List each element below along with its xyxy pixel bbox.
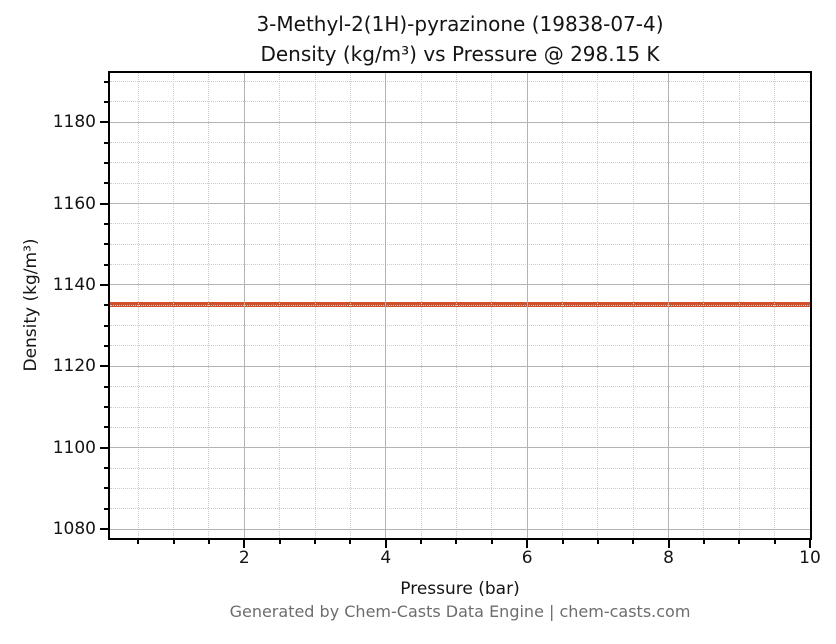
y-axis-label: Density (kg/m³) (21, 238, 41, 372)
y-minor-gridline (110, 142, 810, 144)
x-minor-tick (172, 540, 175, 544)
x-tick-label: 8 (663, 548, 674, 568)
x-minor-tick (207, 540, 210, 544)
y-minor-tick (104, 344, 108, 347)
x-major-gridline (243, 73, 245, 538)
y-minor-gridline (110, 487, 810, 489)
x-tick-label: 2 (238, 548, 250, 568)
x-minor-tick (561, 540, 564, 544)
y-minor-tick (104, 406, 108, 408)
y-minor-tick (104, 161, 108, 164)
plot-area (110, 73, 810, 538)
x-major-gridline (668, 73, 670, 538)
x-minor-tick (738, 540, 741, 544)
y-minor-gridline (110, 386, 810, 388)
y-minor-gridline (110, 508, 810, 510)
y-major-tick (100, 446, 108, 449)
y-minor-tick (104, 100, 108, 103)
x-major-gridline (385, 73, 387, 538)
y-minor-tick (104, 467, 108, 470)
y-minor-tick (104, 304, 108, 307)
x-tick-label: 10 (799, 548, 821, 568)
x-minor-tick (137, 540, 140, 544)
x-tick-label: 6 (521, 548, 533, 568)
x-minor-tick (278, 540, 281, 544)
y-tick-label: 1140 (52, 274, 96, 295)
y-major-tick (100, 528, 108, 531)
y-major-gridline (110, 528, 810, 530)
y-minor-gridline (110, 406, 810, 408)
x-major-tick (526, 540, 529, 548)
y-major-tick (100, 365, 108, 368)
y-major-gridline (110, 447, 810, 449)
y-major-gridline (110, 203, 810, 205)
x-major-gridline (526, 73, 528, 538)
y-minor-tick (104, 222, 108, 225)
y-minor-gridline (110, 223, 810, 225)
x-minor-tick (314, 540, 317, 544)
x-minor-tick (420, 540, 423, 544)
y-minor-tick (104, 324, 108, 327)
y-minor-gridline (110, 325, 810, 327)
y-minor-tick (104, 426, 108, 429)
y-minor-gridline (110, 264, 810, 266)
y-minor-gridline (110, 345, 810, 347)
x-axis-label: Pressure (bar) (400, 579, 520, 599)
y-tick-label: 1180 (52, 112, 96, 133)
x-minor-tick (490, 540, 493, 544)
chart-title-line1: 3-Methyl-2(1H)-pyrazinone (19838-07-4) (256, 12, 664, 36)
y-major-tick (100, 202, 108, 205)
x-minor-tick (632, 540, 635, 544)
y-minor-gridline (110, 426, 810, 428)
y-minor-tick (104, 507, 108, 510)
chart-title: 3-Methyl-2(1H)-pyrazinone (19838-07-4) D… (110, 9, 810, 69)
y-minor-gridline (110, 162, 810, 164)
x-major-tick (243, 540, 246, 548)
y-minor-gridline (110, 243, 810, 245)
y-major-tick (100, 283, 108, 286)
x-major-tick (384, 540, 387, 548)
y-major-gridline (110, 121, 810, 123)
y-minor-tick (104, 487, 108, 490)
x-major-tick (667, 540, 670, 548)
y-minor-tick (104, 243, 108, 246)
y-minor-gridline (110, 182, 810, 184)
y-major-tick (100, 121, 108, 124)
y-major-gridline (110, 284, 810, 286)
y-tick-label: 1120 (52, 356, 96, 377)
x-minor-tick (773, 540, 776, 544)
y-minor-tick (104, 182, 108, 185)
x-minor-tick (702, 540, 705, 544)
x-major-tick (809, 540, 811, 548)
y-minor-gridline (110, 467, 810, 469)
x-minor-tick (349, 540, 352, 544)
y-minor-gridline (110, 101, 810, 103)
y-tick-label: 1160 (52, 193, 96, 214)
y-minor-tick (104, 263, 108, 266)
x-minor-tick (596, 540, 599, 544)
x-tick-label: 4 (380, 548, 392, 568)
y-tick-label: 1080 (52, 519, 96, 540)
y-minor-gridline (110, 81, 810, 83)
density-line-plot (110, 301, 810, 307)
chart-title-line2: Density (kg/m³) vs Pressure @ 298.15 K (260, 42, 660, 66)
y-tick-label: 1100 (52, 437, 96, 458)
y-minor-tick (104, 141, 108, 144)
footer-text: Generated by Chem-Casts Data Engine | ch… (229, 602, 691, 621)
x-minor-tick (455, 540, 458, 544)
x-major-gridline (809, 73, 810, 538)
y-minor-tick (104, 385, 108, 388)
y-minor-tick (104, 80, 108, 83)
y-minor-gridline (110, 304, 810, 306)
y-major-gridline (110, 365, 810, 367)
